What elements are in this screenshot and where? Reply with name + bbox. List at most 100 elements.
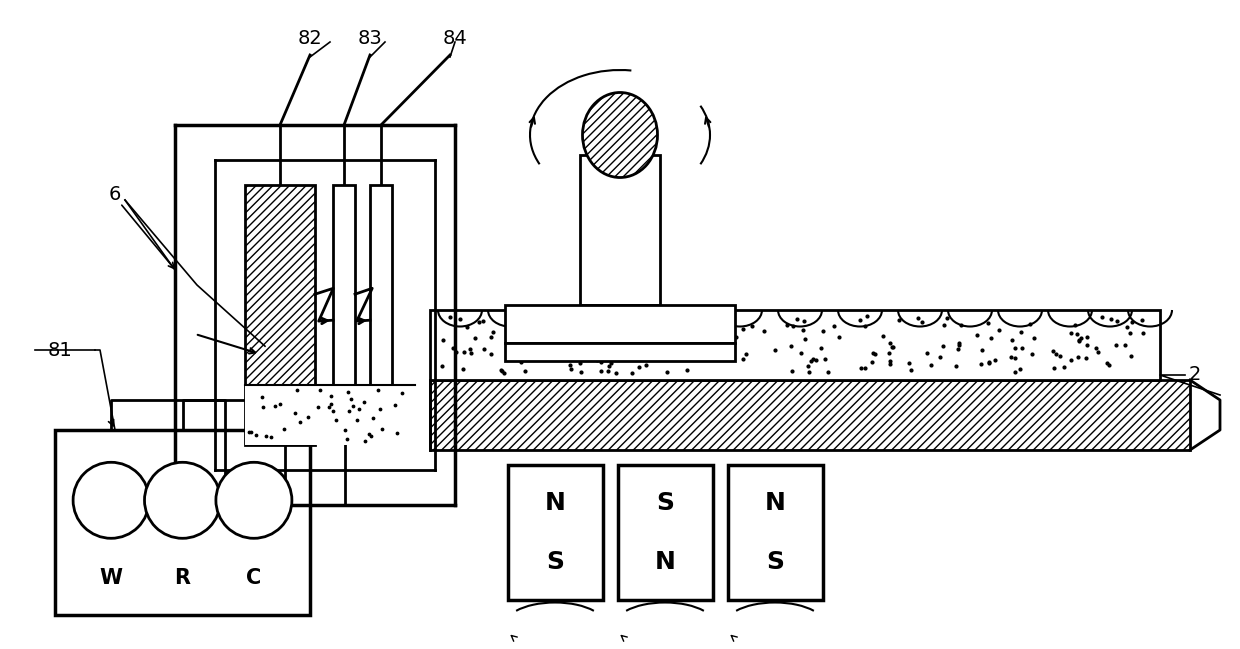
Point <box>481 349 501 359</box>
Point <box>539 346 559 356</box>
Point <box>461 347 481 358</box>
Point <box>290 417 310 428</box>
Text: 82: 82 <box>298 29 322 47</box>
Point <box>1122 317 1142 327</box>
Point <box>985 354 1004 365</box>
Bar <box>246 385 415 445</box>
Point <box>433 335 453 345</box>
Point <box>800 367 820 377</box>
Point <box>688 338 708 349</box>
Point <box>246 430 265 441</box>
Point <box>1001 352 1021 362</box>
Point <box>988 325 1008 336</box>
Point <box>862 357 882 367</box>
Point <box>321 399 341 410</box>
Point <box>765 345 785 356</box>
Point <box>1012 343 1032 353</box>
Point <box>795 334 815 344</box>
Point <box>528 351 548 361</box>
Point <box>368 385 388 395</box>
Point <box>851 363 870 373</box>
Point <box>1099 360 1118 371</box>
Point <box>591 357 611 367</box>
Bar <box>430 380 1190 450</box>
Point <box>982 333 1002 343</box>
Point <box>347 415 367 425</box>
Point <box>239 427 259 437</box>
Point <box>665 332 684 343</box>
Point <box>636 316 656 326</box>
Point <box>1069 336 1089 346</box>
Point <box>270 398 290 409</box>
Circle shape <box>216 462 291 538</box>
Point <box>1132 315 1152 325</box>
Point <box>562 321 582 331</box>
Point <box>1078 332 1097 343</box>
Point <box>470 317 490 327</box>
Point <box>908 312 928 323</box>
Point <box>754 326 774 337</box>
Point <box>1101 313 1121 324</box>
Point <box>497 312 517 323</box>
Point <box>883 342 903 352</box>
Point <box>1068 352 1087 363</box>
Point <box>579 324 599 334</box>
Point <box>949 338 968 349</box>
Point <box>816 354 836 364</box>
Point <box>355 436 374 447</box>
Point <box>629 361 649 372</box>
Point <box>458 322 477 332</box>
Point <box>911 317 931 327</box>
Point <box>951 320 971 330</box>
Point <box>515 365 534 376</box>
Point <box>806 354 826 365</box>
Point <box>310 385 330 395</box>
Point <box>495 368 515 378</box>
Point <box>873 330 893 341</box>
Point <box>784 321 804 331</box>
Text: 81: 81 <box>47 341 72 360</box>
Point <box>285 408 305 418</box>
Point <box>660 313 680 323</box>
Point <box>341 393 361 404</box>
Point <box>1086 343 1106 354</box>
Point <box>1006 352 1025 363</box>
Point <box>432 361 451 371</box>
Point <box>372 424 392 434</box>
Point <box>613 312 632 322</box>
Point <box>802 354 822 365</box>
Text: C: C <box>247 568 262 588</box>
Point <box>849 315 869 325</box>
Point <box>1043 347 1063 357</box>
Point <box>265 400 285 411</box>
Point <box>791 348 811 358</box>
Point <box>621 368 641 378</box>
Point <box>661 317 681 327</box>
Point <box>1065 320 1085 330</box>
Point <box>568 351 588 361</box>
Point <box>921 360 941 370</box>
Point <box>670 317 689 328</box>
Circle shape <box>73 462 149 538</box>
Point <box>691 334 711 344</box>
Point <box>526 327 546 337</box>
Point <box>1092 312 1112 323</box>
Point <box>387 428 407 438</box>
Point <box>1121 328 1141 338</box>
Point <box>801 356 821 366</box>
Point <box>1107 315 1127 326</box>
Point <box>532 349 552 360</box>
Point <box>553 329 573 339</box>
Point <box>322 406 342 417</box>
Point <box>781 341 801 352</box>
Text: 6: 6 <box>109 186 122 204</box>
Point <box>443 343 463 353</box>
Point <box>737 349 756 359</box>
Point <box>857 311 877 321</box>
Ellipse shape <box>583 93 657 177</box>
Point <box>599 360 619 371</box>
Bar <box>618 465 713 600</box>
Point <box>932 341 952 351</box>
Point <box>696 348 715 358</box>
Point <box>543 315 563 326</box>
